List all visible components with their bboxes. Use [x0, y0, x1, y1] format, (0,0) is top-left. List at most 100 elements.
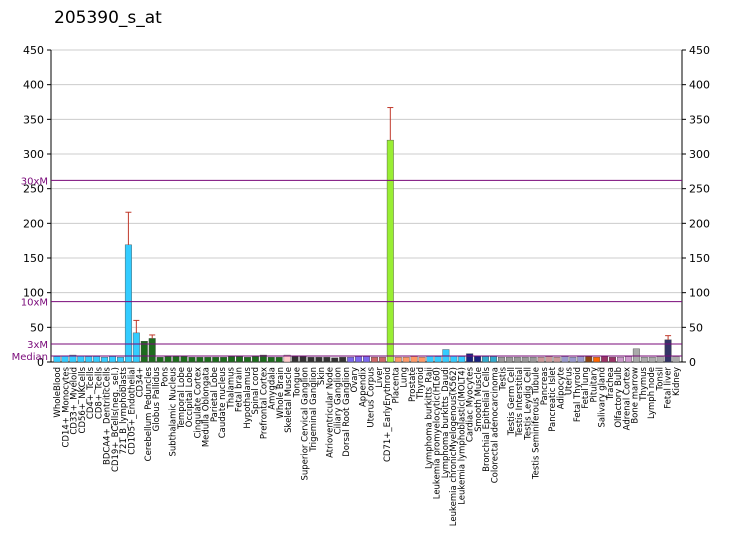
bar	[370, 356, 378, 363]
x-tick-label: Leukemia lymphoblastic(MOLT4)	[457, 367, 467, 505]
x-tick-label: Adipocyte	[556, 367, 566, 409]
bar	[553, 356, 561, 363]
bar	[117, 356, 124, 363]
bar	[148, 338, 156, 363]
bar	[513, 356, 521, 363]
right-tick-label: 400	[689, 79, 710, 92]
x-tick-label: Trigeminal Ganglion	[309, 367, 319, 453]
x-tick-label: Fetal brain	[235, 367, 245, 412]
bar	[505, 356, 513, 363]
bar	[537, 356, 545, 363]
x-tick-label: Fetal Thyroid	[573, 367, 583, 422]
bar	[410, 356, 418, 363]
left-tick-label: 200	[23, 217, 44, 230]
x-tick-label: Thymus	[639, 366, 649, 401]
bar	[386, 139, 394, 363]
bar	[291, 355, 299, 363]
x-tick-label: Occipital Lobe	[185, 367, 195, 427]
bar	[212, 356, 220, 363]
bar	[672, 356, 680, 363]
x-tick-label: Pancreas	[540, 366, 550, 405]
x-tick-label: Appendix	[358, 367, 368, 407]
left-tick-label: 150	[23, 252, 44, 265]
bar	[355, 356, 363, 363]
left-tick-label: 350	[23, 113, 44, 126]
x-tick-label: CD34+	[136, 367, 146, 397]
x-tick-label: Pancreatic Islet	[548, 366, 558, 431]
x-tick-label: Medulla Oblongata	[202, 367, 212, 447]
bar	[331, 357, 339, 363]
bar	[378, 356, 386, 363]
bar	[251, 355, 259, 363]
bar	[236, 356, 243, 363]
bar	[180, 355, 188, 363]
x-tick-label: Bronchial Epithelial Cells	[482, 366, 492, 471]
bar	[474, 355, 482, 363]
x-tick-label: Tongue	[292, 367, 302, 398]
x-tick-label: Prefrontal Cortex	[259, 367, 269, 439]
x-tick-label: Ciliary Ganglion	[334, 367, 344, 434]
x-tick-label: WholeBlood	[53, 367, 63, 418]
x-tick-label: Amygdala	[268, 367, 278, 410]
bar	[648, 356, 656, 363]
x-tick-label: Pituitary	[589, 367, 599, 402]
bar	[640, 356, 648, 363]
reference-label: Median	[12, 352, 48, 363]
bar	[585, 356, 593, 363]
bar	[426, 355, 434, 363]
x-tick-label: Globus Pallidus	[152, 366, 162, 431]
right-tick-label: 200	[689, 217, 710, 230]
x-tick-label: Testis Leydig Cell	[523, 367, 533, 441]
x-tick-label: Uterus Corpus	[367, 366, 377, 427]
x-tick-label: Adrenal Cortex	[622, 367, 632, 430]
bar	[188, 356, 196, 363]
x-tick-label: Subthalamic Nucleus	[169, 366, 179, 456]
bar	[101, 356, 109, 363]
bar	[243, 356, 251, 363]
bar	[275, 356, 283, 363]
x-tick-label: CD4+_Tcells	[86, 366, 96, 419]
bar	[172, 355, 180, 363]
bar	[267, 356, 275, 363]
right-tick-label: 0	[689, 356, 696, 369]
x-tick-label: Lymph node	[647, 367, 657, 419]
bar	[482, 356, 490, 363]
bar	[545, 356, 553, 363]
bar	[323, 356, 331, 363]
x-tick-label: Cerebellum Peduncles	[144, 366, 154, 461]
bar	[561, 356, 569, 363]
bar	[347, 356, 355, 363]
left-tick-label: 400	[23, 79, 44, 92]
bar	[93, 356, 101, 363]
x-tick-label: CD33+_Myeloid	[70, 367, 80, 435]
bar	[140, 341, 148, 363]
x-tick-label: Kidney	[672, 367, 682, 396]
x-tick-label: CD14+_Monocytes	[61, 366, 71, 447]
bar	[299, 356, 307, 363]
bar	[624, 356, 632, 363]
x-tick-label: Superior Cervical Ganglion	[301, 367, 311, 481]
x-tick-label: Thyroid	[416, 367, 426, 400]
bar	[77, 355, 85, 363]
x-tick-label: Leukemia promyelocytic(HL60)	[433, 367, 443, 499]
x-tick-label: Lung	[400, 367, 410, 388]
bar	[609, 356, 616, 363]
bar	[521, 356, 529, 363]
x-tick-label: Lymphoma burkitts_Raji	[424, 367, 434, 469]
right-tick-label: 300	[689, 148, 710, 161]
bar	[109, 356, 116, 363]
bar	[61, 355, 69, 363]
x-tick-label: CD19+_BCells(neg._sel.)	[111, 367, 121, 472]
bar	[85, 356, 93, 363]
bar	[450, 355, 458, 363]
bar	[569, 356, 577, 363]
bar	[53, 356, 61, 363]
bar	[259, 354, 267, 363]
bar	[617, 356, 624, 363]
bar	[458, 356, 466, 363]
x-tick-label: Tonsil	[655, 367, 665, 392]
bar	[196, 356, 204, 363]
x-tick-label: Trachea	[606, 367, 616, 401]
bar	[601, 356, 609, 363]
